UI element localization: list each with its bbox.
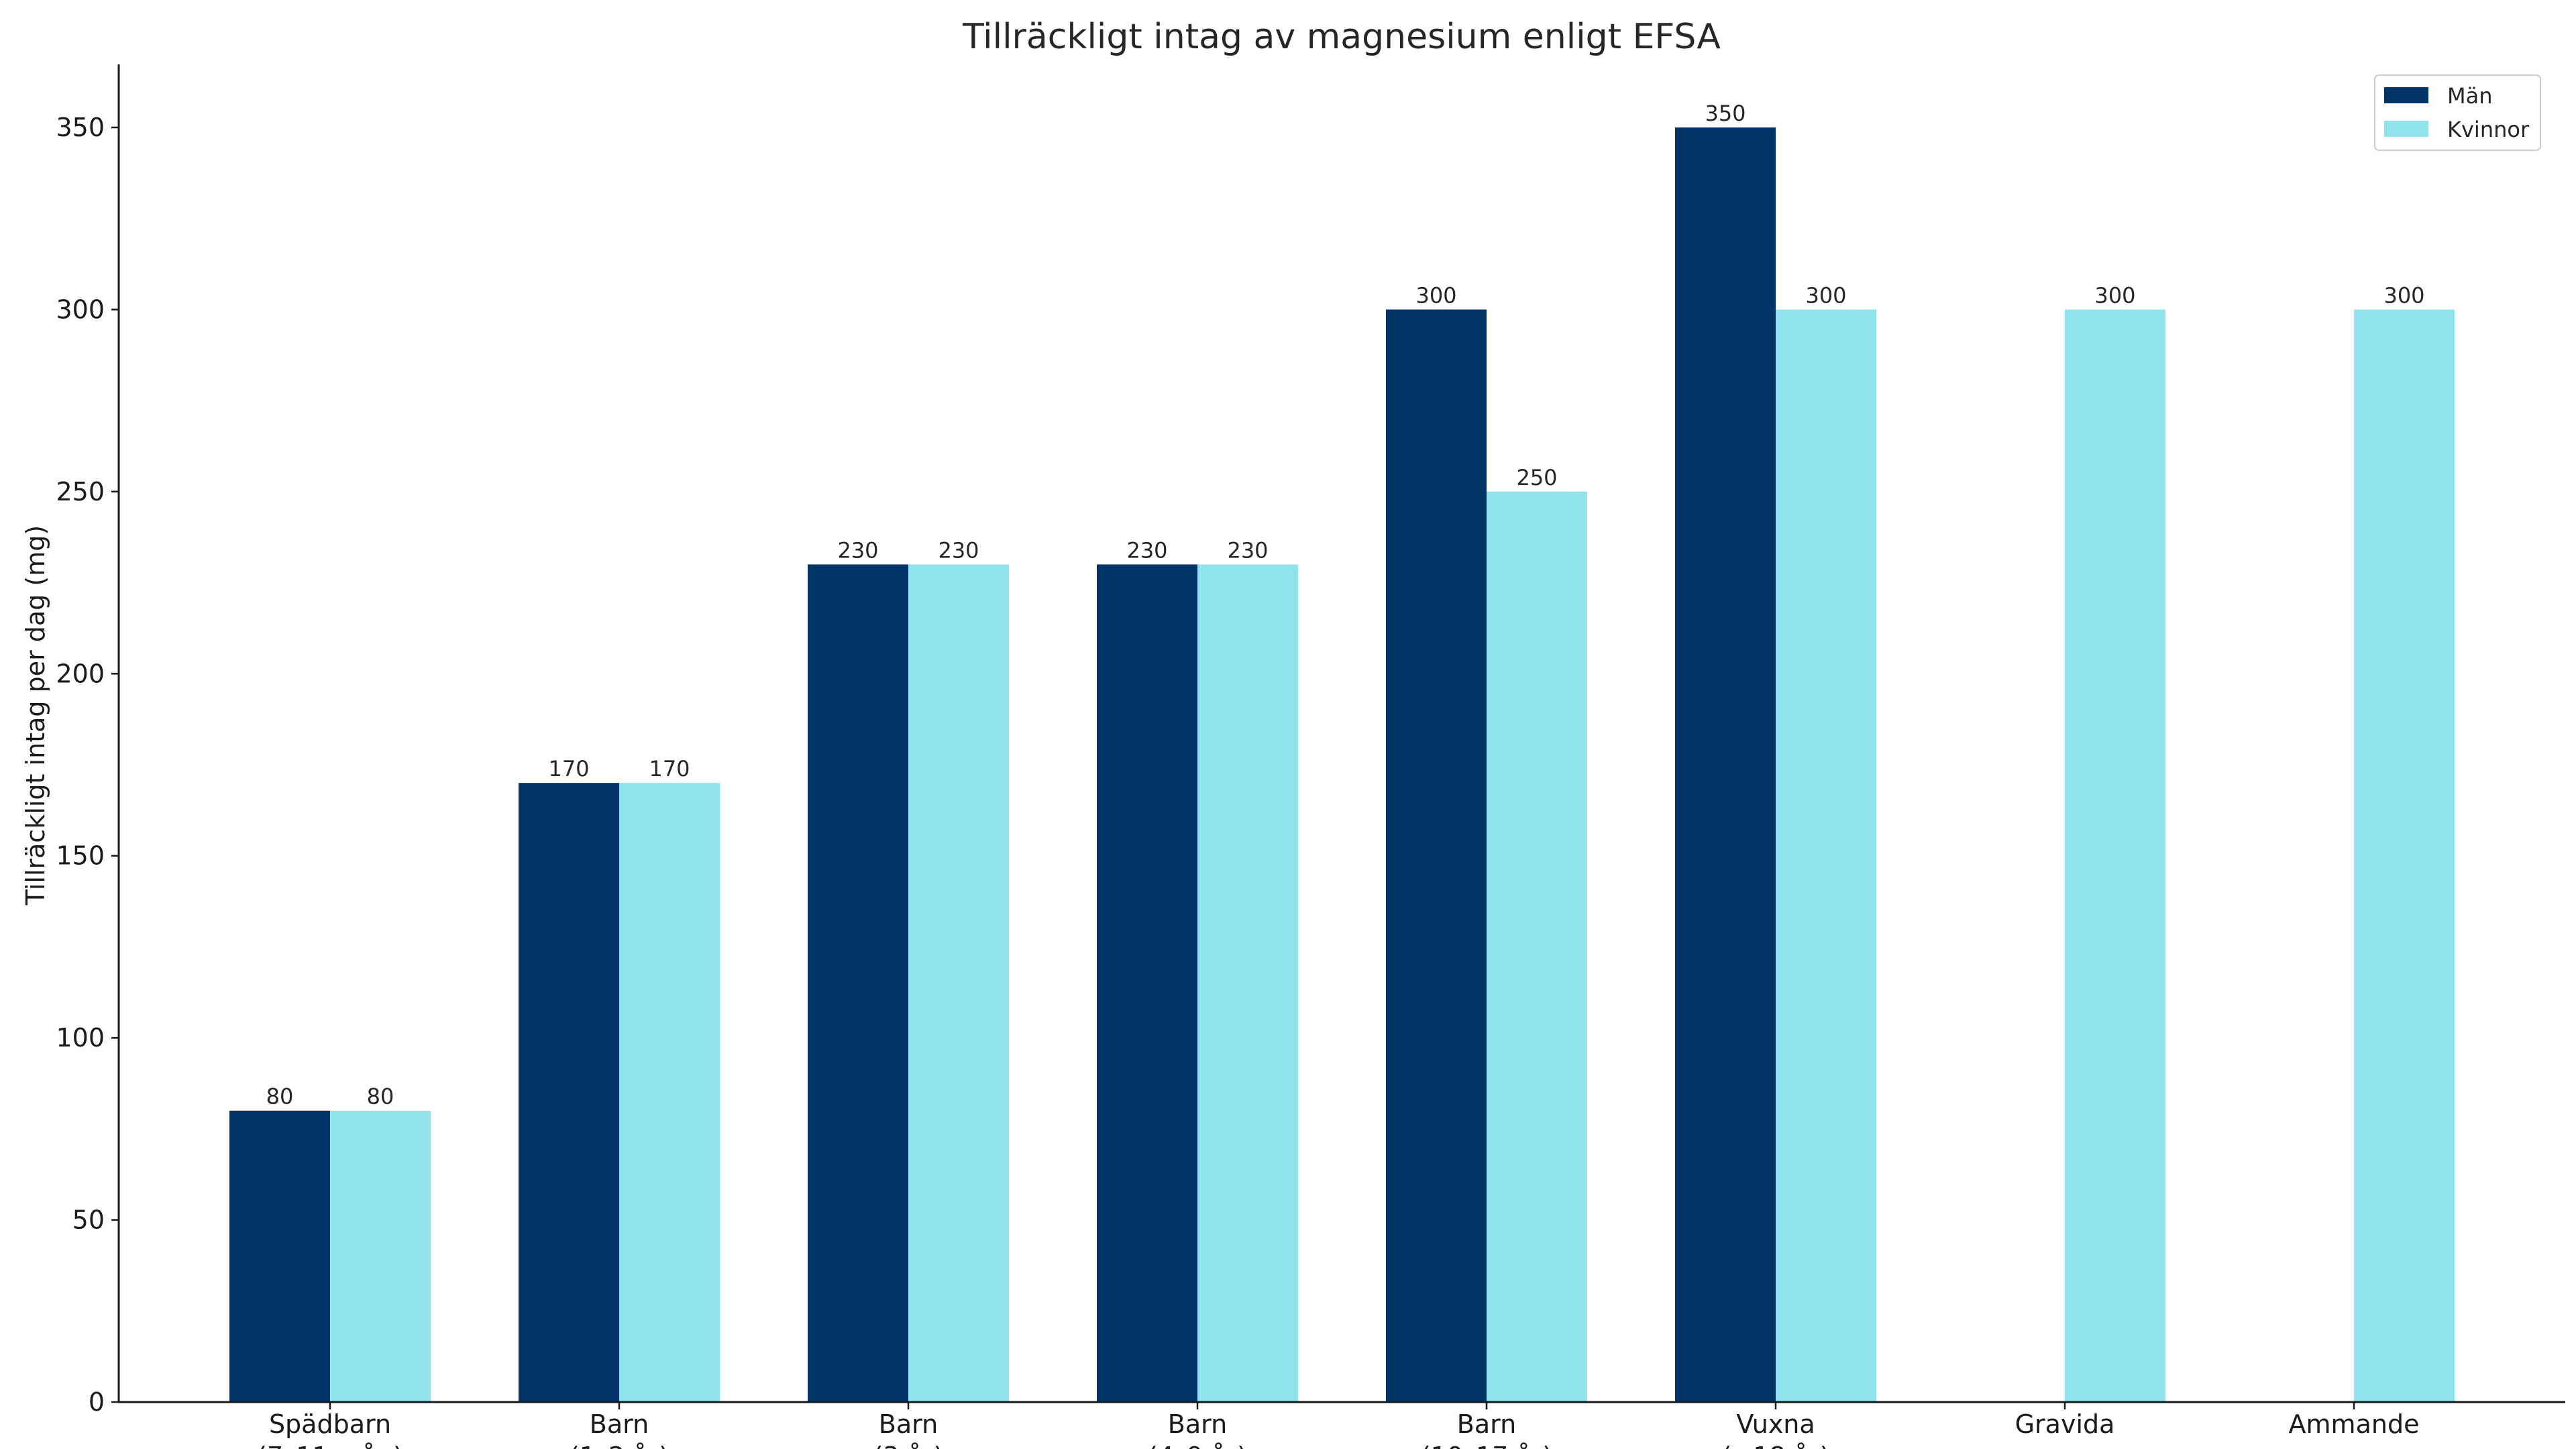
legend-swatch-kvinnor [2384,121,2428,137]
legend: Män Kvinnor [2374,74,2541,151]
y-tick-label: 0 [89,1387,105,1417]
data-label: 230 [837,537,878,563]
legend-label-man: Män [2447,83,2493,109]
data-label: 230 [938,537,979,563]
bar-man [1386,309,1487,1402]
legend-swatch-man [2384,87,2428,103]
x-tick-label: Vuxna [1736,1409,1815,1439]
bar-man [1675,127,1776,1402]
bar-kvinnor [2354,309,2455,1402]
chart-title: Tillräckligt intag av magnesium enligt E… [962,17,1721,57]
bar-kvinnor [1487,491,1587,1402]
x-tick-label: Barn [1457,1409,1516,1439]
bar-man [519,783,619,1402]
data-label: 250 [1516,465,1557,490]
data-label: 80 [266,1084,294,1110]
x-tick-label: Barn [879,1409,938,1439]
x-tick-label: (4–9 år) [1148,1442,1247,1449]
data-label: 170 [649,756,690,782]
y-tick-label: 350 [56,113,105,142]
data-label: 300 [1415,282,1456,308]
data-label: 300 [1805,282,1846,308]
data-label: 230 [1126,537,1167,563]
bar-man [1097,564,1197,1402]
x-tick-label: Ammande [2289,1409,2420,1439]
bar-man [808,564,908,1402]
bar-kvinnor [619,783,720,1402]
y-tick-label: 150 [56,841,105,871]
data-label: 170 [548,756,589,782]
data-label: 300 [2383,282,2424,308]
y-tick-label: 250 [56,477,105,506]
bar-kvinnor [1197,564,1298,1402]
y-tick-label: 100 [56,1023,105,1053]
legend-label-kvinnor: Kvinnor [2447,117,2530,142]
bar-man [229,1110,330,1402]
x-tick-label: (≥18 år) [1722,1442,1830,1449]
x-tick-label: Barn [590,1409,649,1439]
data-label: 80 [367,1084,394,1110]
x-tick-label: Spädbarn [269,1409,391,1439]
data-label: 230 [1227,537,1268,563]
data-label: 300 [2094,282,2135,308]
x-tick-label: Barn [1168,1409,1227,1439]
bar-kvinnor [2065,309,2165,1402]
bar-kvinnor [1776,309,1876,1402]
x-tick-label: (7–11 mån) [257,1442,403,1449]
x-tick-label: (10–17 år) [1421,1442,1552,1449]
y-tick-label: 50 [72,1205,105,1235]
x-tick-label: (1–2 år) [570,1442,669,1449]
y-tick-label: 300 [56,294,105,324]
data-label: 350 [1705,101,1746,126]
y-tick-label: 200 [56,659,105,688]
bar-kvinnor [908,564,1009,1402]
y-axis-label: Tillräckligt intag per dag (mg) [21,525,50,906]
bar-kvinnor [330,1110,431,1402]
x-tick-label: Gravida [2015,1409,2115,1439]
x-tick-label: (3 år) [873,1442,944,1449]
